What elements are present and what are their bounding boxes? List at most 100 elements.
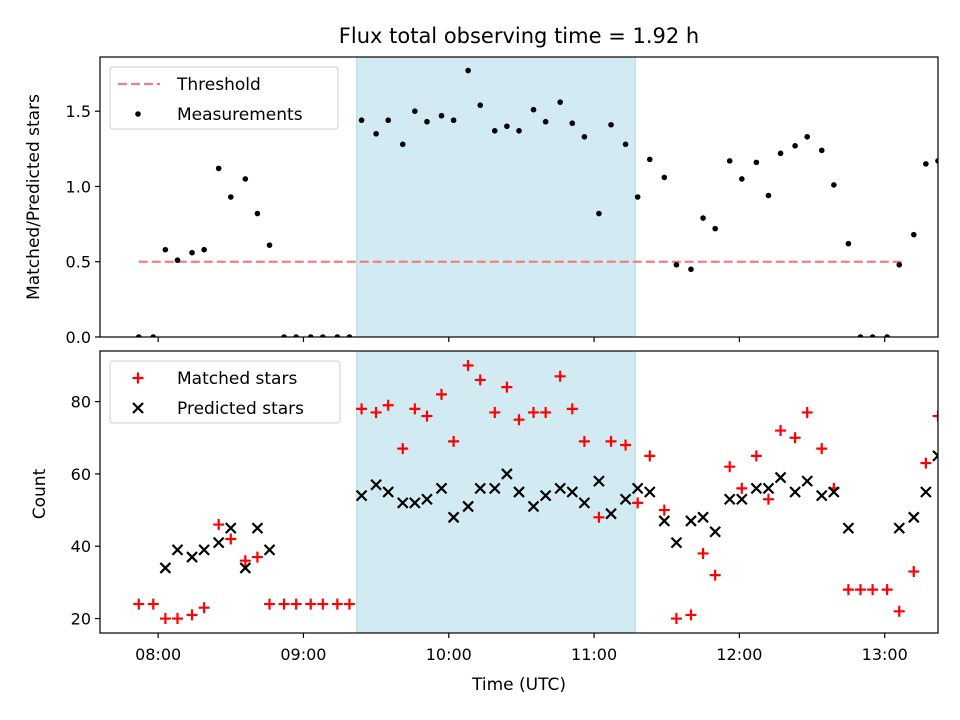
legend: Matched stars Predicted stars bbox=[109, 360, 341, 424]
matched-stars-point bbox=[801, 406, 813, 418]
predicted-stars-point bbox=[750, 482, 763, 495]
legend-box bbox=[109, 360, 341, 424]
measurement-point bbox=[307, 334, 314, 337]
matched-stars-point bbox=[593, 511, 605, 523]
measurement-point bbox=[346, 334, 353, 337]
matched-stars-point bbox=[172, 613, 184, 625]
measurement-point bbox=[320, 334, 326, 337]
measurement-point bbox=[557, 99, 563, 105]
matched-stars-point bbox=[932, 410, 938, 422]
measurement-point bbox=[281, 334, 287, 337]
predicted-stars-point bbox=[171, 544, 184, 556]
y-tick-label: 0.0 bbox=[66, 328, 91, 347]
measurement-point bbox=[150, 334, 157, 337]
matched-stars-point bbox=[147, 598, 159, 610]
predicted-stars-point bbox=[723, 493, 736, 506]
legend-label: Measurements bbox=[177, 105, 303, 125]
measurement-point bbox=[334, 334, 341, 337]
matched-stars-point bbox=[397, 443, 409, 455]
predicted-stars-point bbox=[159, 562, 172, 574]
measurement-point bbox=[465, 67, 471, 74]
y-tick-label: 40 bbox=[71, 537, 91, 556]
legend-matched-swatch bbox=[132, 372, 144, 384]
predicted-stars-point bbox=[474, 482, 487, 495]
chart-title: Flux total observing time = 1.92 h bbox=[339, 24, 699, 48]
measurement-point bbox=[399, 141, 406, 148]
measurement-point bbox=[581, 133, 588, 140]
predicted-stars-point bbox=[709, 525, 721, 538]
matched-stars-point bbox=[670, 613, 682, 625]
measurement-point bbox=[516, 127, 522, 134]
matched-stars-point bbox=[816, 443, 828, 455]
measurement-point bbox=[477, 102, 484, 108]
axes-frame bbox=[99, 56, 939, 338]
y-tick-label: 60 bbox=[71, 465, 91, 484]
matched-stars-point bbox=[908, 566, 920, 578]
matched-stars-point bbox=[356, 403, 368, 415]
measurement-point bbox=[935, 158, 938, 164]
measurement-point bbox=[661, 174, 668, 181]
predicted-stars-point bbox=[421, 493, 433, 506]
matched-stars-point bbox=[501, 381, 513, 393]
measurement-point bbox=[450, 117, 457, 124]
measurement-point bbox=[491, 127, 498, 134]
measurement-point bbox=[266, 242, 273, 248]
measurement-point bbox=[162, 246, 169, 253]
plot-area bbox=[135, 57, 938, 337]
x-axis-label: Time (UTC) bbox=[471, 675, 566, 695]
measurement-point bbox=[777, 150, 784, 157]
measurement-point bbox=[646, 156, 653, 163]
matched-stars-point bbox=[278, 598, 290, 610]
measurement-point bbox=[845, 240, 852, 247]
matched-stars-point bbox=[251, 551, 263, 563]
measurement-point bbox=[504, 123, 510, 130]
matched-stars-point bbox=[867, 584, 879, 596]
y-tick-label: 1.5 bbox=[66, 102, 91, 121]
measurement-point bbox=[739, 176, 745, 182]
measurement-point bbox=[712, 225, 718, 232]
measurement-point bbox=[765, 192, 772, 199]
predicted-stars-point bbox=[658, 515, 671, 527]
matched-stars-point bbox=[775, 425, 787, 437]
predicted-stars-point bbox=[593, 475, 605, 487]
x-tick-label: 08:00 bbox=[135, 645, 181, 664]
matched-stars-point bbox=[331, 598, 343, 610]
predicted-stars-point bbox=[263, 544, 276, 556]
x-tick-label: 11:00 bbox=[571, 645, 617, 664]
matched-stars-point bbox=[789, 432, 801, 444]
measurement-point bbox=[385, 117, 392, 124]
measurement-point bbox=[673, 261, 680, 268]
legend-predicted-swatch bbox=[132, 402, 144, 414]
measurement-point bbox=[569, 120, 576, 127]
predicted-stars-point bbox=[828, 486, 840, 498]
measurement-point bbox=[896, 261, 903, 268]
matched-stars-point bbox=[159, 613, 171, 625]
matched-stars-point bbox=[528, 406, 540, 418]
predicted-stars-point bbox=[619, 493, 632, 506]
predicted-stars-point bbox=[370, 478, 382, 491]
measurement-point bbox=[792, 143, 798, 149]
x-tick-label: 09:00 bbox=[280, 645, 326, 664]
matched-stars-point bbox=[317, 598, 329, 610]
measurement-point bbox=[634, 194, 641, 200]
predicted-stars-point bbox=[225, 522, 237, 534]
matched-stars-point bbox=[343, 598, 355, 610]
legend-label: Predicted stars bbox=[177, 399, 304, 419]
matched-stars-point bbox=[736, 482, 748, 494]
measurement-point bbox=[373, 130, 379, 137]
predicted-stars-point bbox=[435, 482, 448, 495]
predicted-stars-point bbox=[539, 489, 552, 502]
measurement-point bbox=[530, 106, 537, 113]
predicted-stars-point bbox=[789, 486, 801, 498]
matched-stars-point bbox=[489, 406, 501, 418]
measurement-point bbox=[622, 141, 629, 148]
x-tick-label: 10:00 bbox=[426, 645, 472, 664]
matched-stars-point bbox=[435, 388, 447, 400]
matched-stars-point bbox=[881, 584, 893, 596]
matched-stars-point bbox=[920, 457, 932, 469]
measurement-point bbox=[596, 210, 602, 217]
x-tick-label: 13:00 bbox=[862, 645, 908, 664]
matched-stars-point bbox=[893, 605, 905, 617]
measurement-point bbox=[884, 334, 890, 337]
